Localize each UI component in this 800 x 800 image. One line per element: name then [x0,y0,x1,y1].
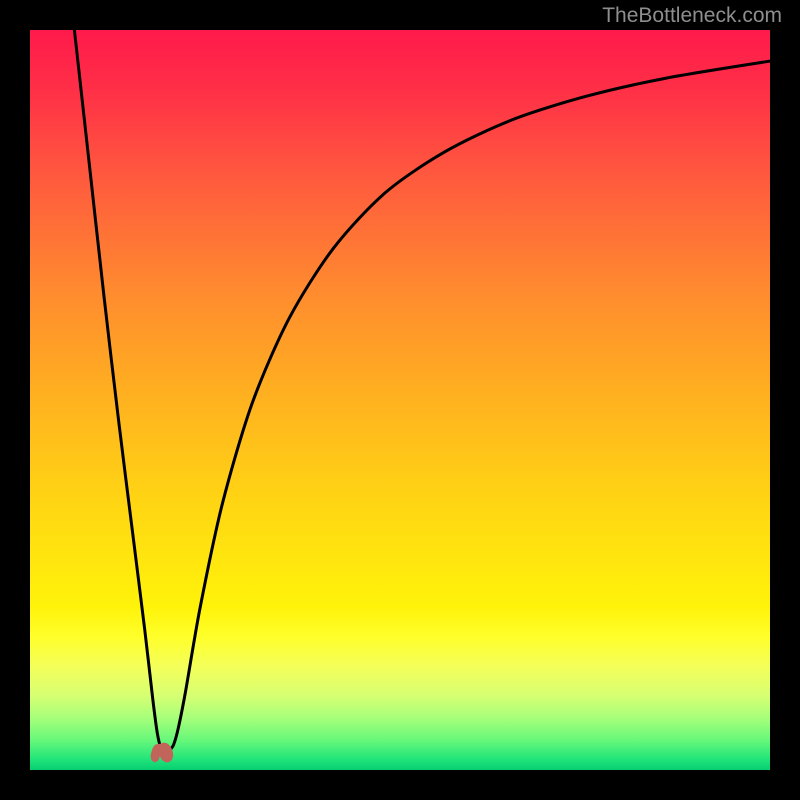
bottleneck-chart [0,0,800,800]
watermark-text: TheBottleneck.com [602,4,782,28]
plot-background [30,30,770,770]
chart-container: TheBottleneck.com [0,0,800,800]
